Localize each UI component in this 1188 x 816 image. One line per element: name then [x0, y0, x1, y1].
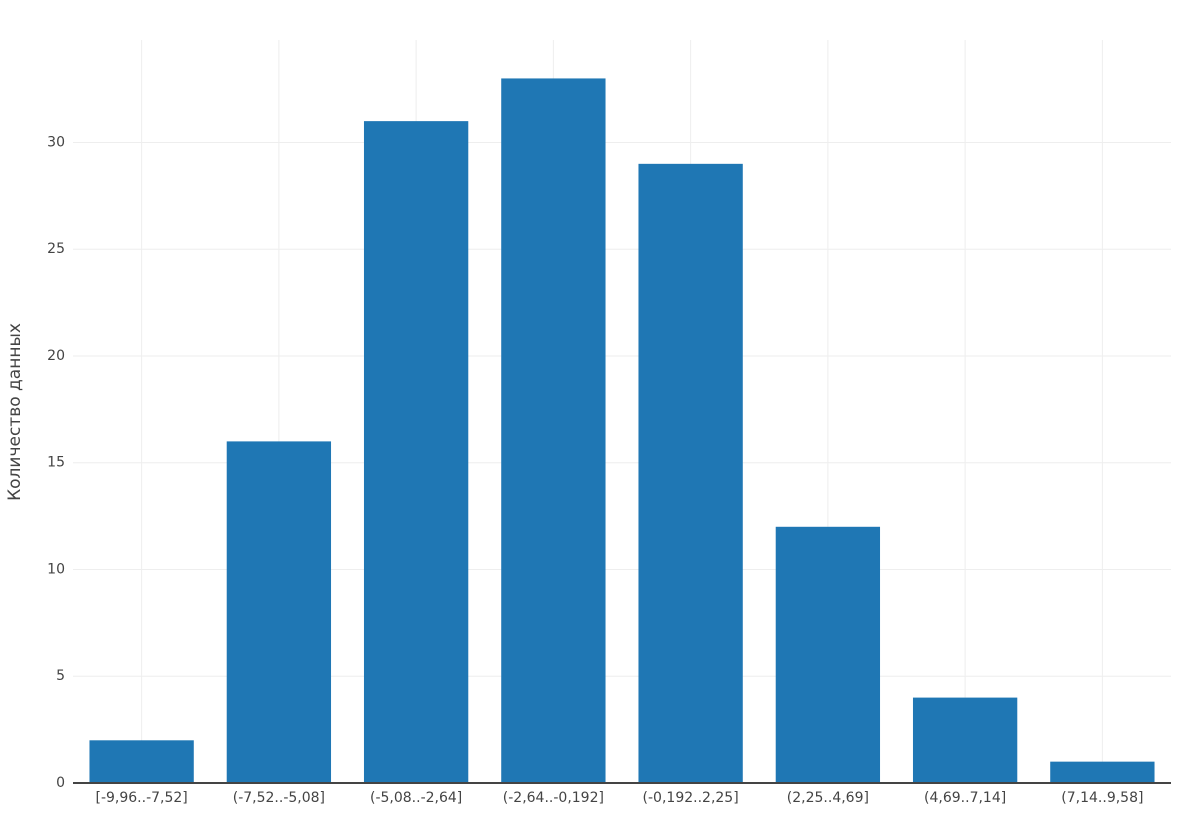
bar [226, 441, 332, 783]
x-tick-label: (-0,192..2,25] [643, 790, 739, 806]
y-tick-label: 25 [47, 241, 65, 257]
bar [1050, 761, 1155, 783]
y-tick-label: 30 [47, 134, 65, 150]
x-tick-label: (-2,64..-0,192] [503, 790, 604, 806]
x-tick-label: [-9,96..-7,52] [95, 790, 187, 806]
y-tick-label: 10 [47, 561, 65, 577]
x-tick-label: (4,69..7,14] [924, 790, 1006, 806]
bar [912, 697, 1018, 783]
bar [363, 121, 469, 783]
y-axis-title: Количество данных [5, 323, 25, 501]
y-tick-label: 20 [47, 348, 65, 364]
x-tick-label: (-7,52..-5,08] [233, 790, 325, 806]
bar [89, 740, 194, 783]
y-tick-label: 5 [56, 668, 65, 684]
bar [775, 526, 881, 783]
y-tick-label: 0 [56, 775, 65, 791]
x-tick-label: (-5,08..-2,64] [370, 790, 462, 806]
bar [501, 78, 606, 784]
bar [638, 163, 743, 784]
x-tick-label: (7,14..9,58] [1061, 790, 1143, 806]
x-tick-label: (2,25..4,69] [787, 790, 869, 806]
y-tick-label: 15 [47, 455, 65, 471]
